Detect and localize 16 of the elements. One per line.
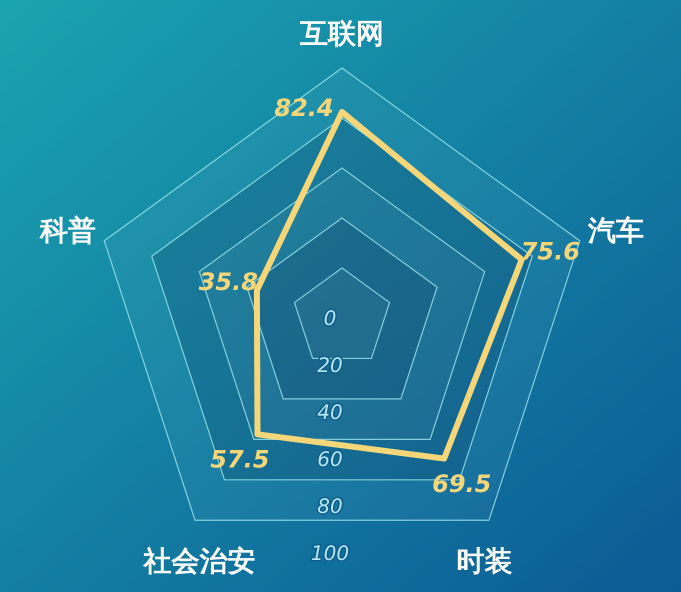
y-tick-label: 20 (317, 353, 343, 377)
data-label: 57.5 (210, 446, 270, 474)
data-label: 82.4 (274, 94, 334, 122)
spoke-label: 汽车 (587, 214, 644, 247)
spoke-label: 互联网 (299, 17, 384, 50)
spoke-label: 科普 (38, 214, 96, 247)
data-label: 35.8 (198, 268, 258, 296)
data-label: 75.6 (520, 237, 580, 266)
data-label: 69.5 (432, 470, 492, 498)
y-tick-label: 0 (324, 306, 336, 330)
y-tick-label: 40 (317, 400, 343, 424)
spoke-label: 时装 (456, 544, 513, 578)
spoke-label: 社会治安 (142, 544, 256, 578)
y-tick-label: 100 (310, 541, 350, 565)
y-tick-label: 80 (317, 494, 343, 518)
y-tick-label: 60 (317, 447, 343, 471)
